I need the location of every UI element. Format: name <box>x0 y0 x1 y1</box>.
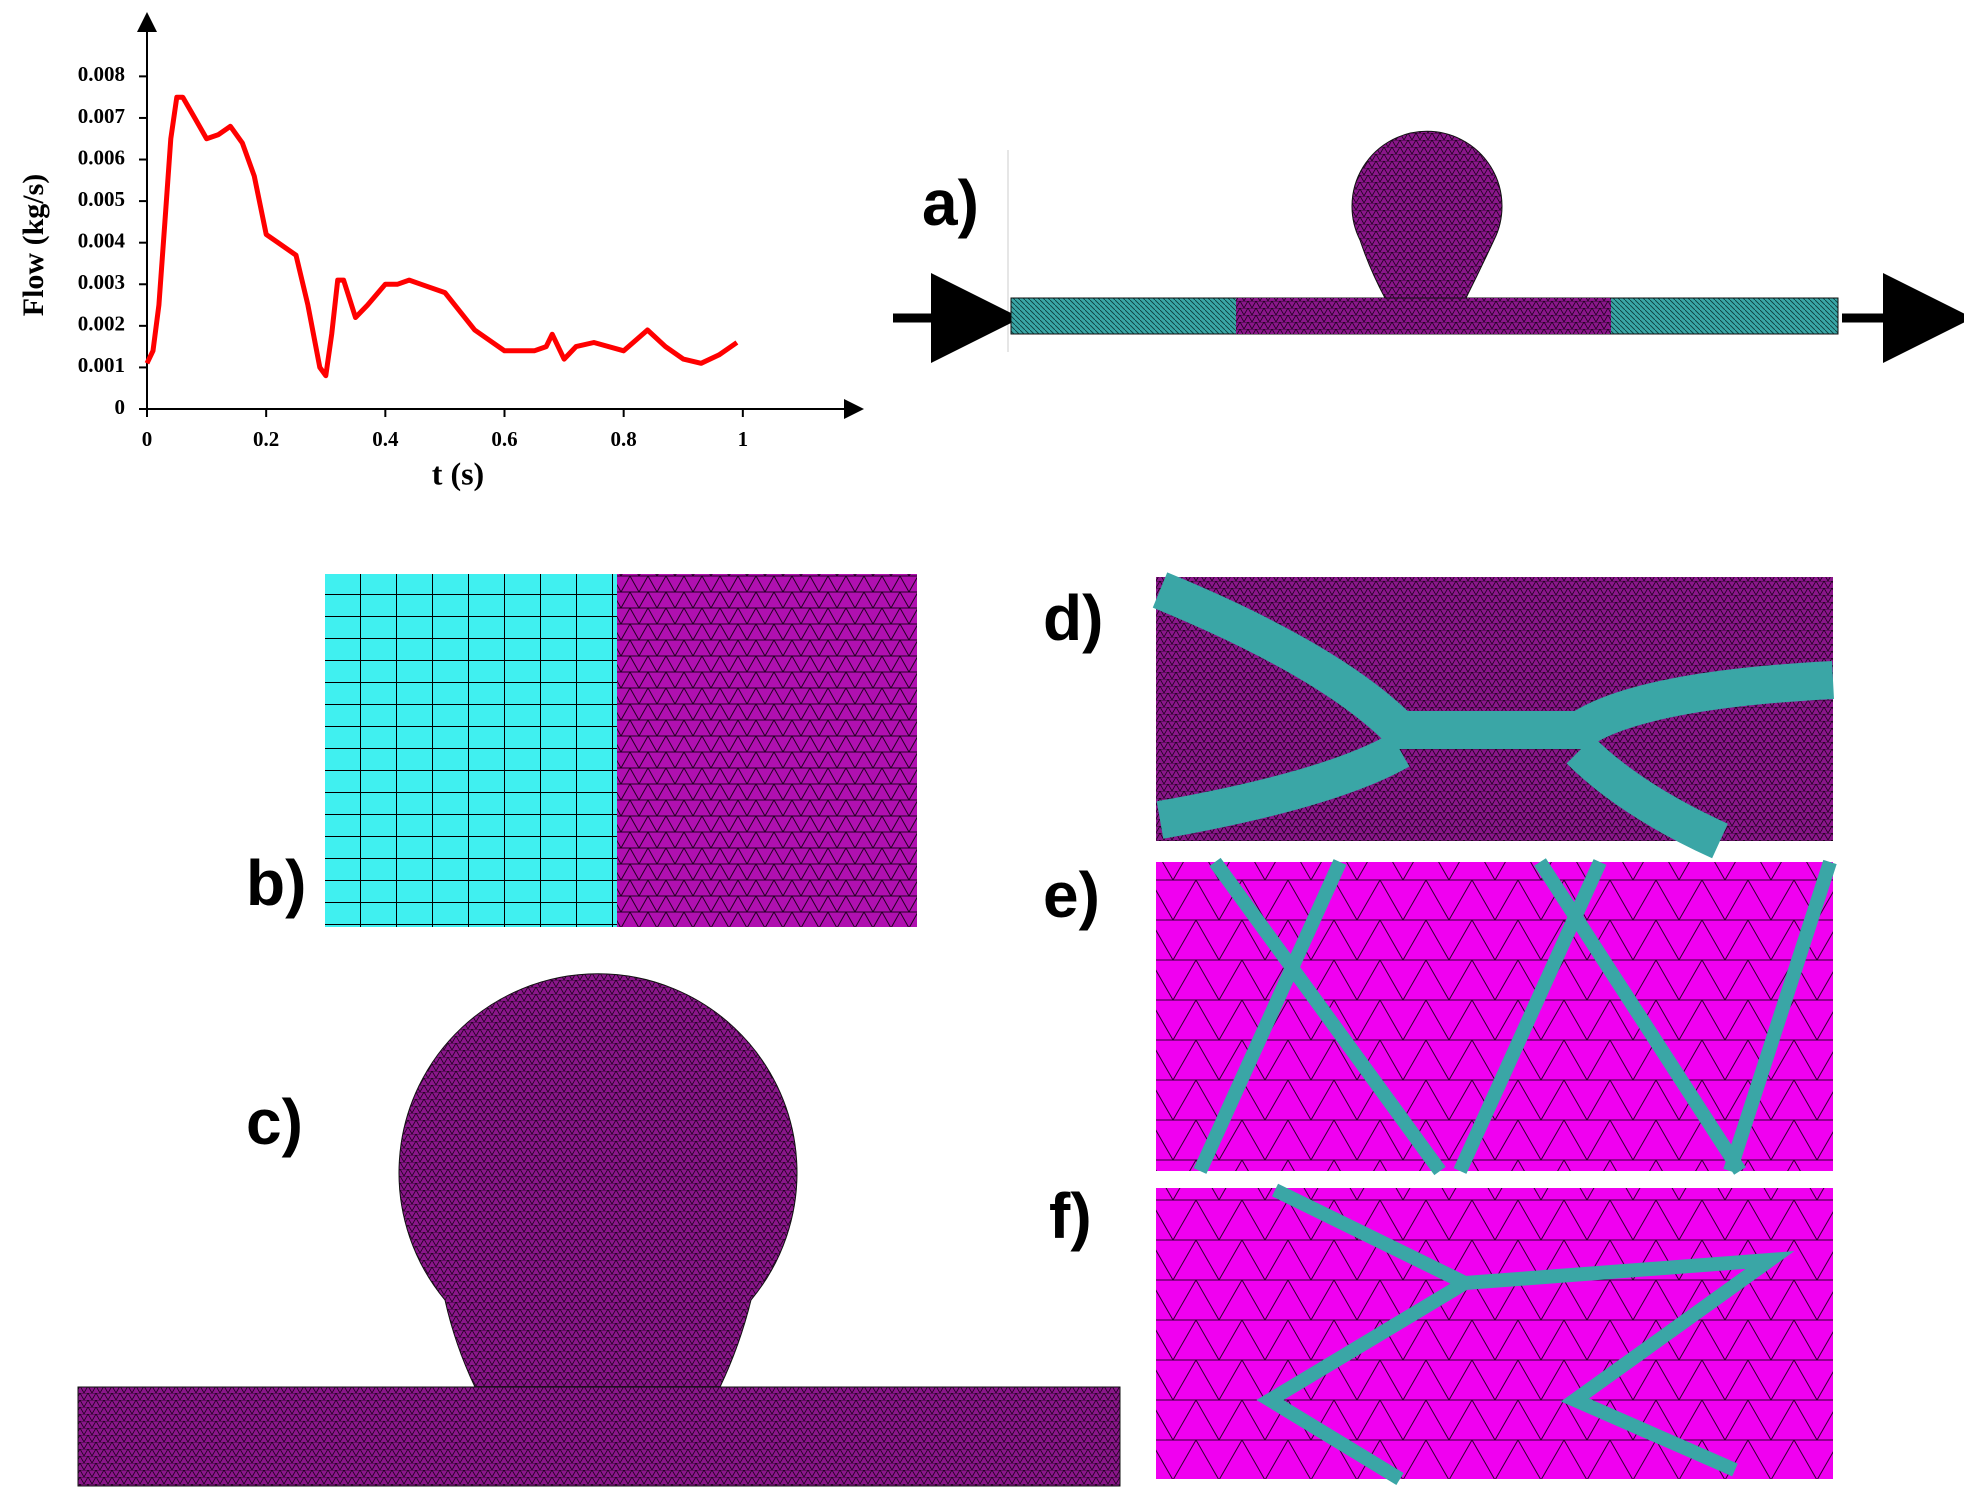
panel-c: c) <box>77 973 1121 1487</box>
x-tick-label: 0.6 <box>491 427 517 451</box>
y-tick-label: 0.001 <box>78 353 125 377</box>
panel-e: e) <box>1043 857 1837 1176</box>
flow-chart: t (s) Flow (kg/s) 0 0.2 0.4 0.6 0.8 1 0 0.001 0.… <box>17 12 864 491</box>
panel-a: a) <box>893 130 1964 363</box>
y-tick-label: 0.002 <box>78 312 125 336</box>
y-tick-label: 0.007 <box>78 104 125 128</box>
wall-mesh <box>1156 1188 1833 1479</box>
x-tick-label: 0.4 <box>372 427 399 451</box>
panel-label: f) <box>1049 1180 1092 1252</box>
panel-label: c) <box>246 1086 303 1158</box>
y-tick-label: 0 <box>115 395 126 419</box>
hex-mesh <box>325 574 617 927</box>
panel-b: b) <box>246 574 917 927</box>
x-tick-label: 1 <box>738 427 749 451</box>
panel-label: d) <box>1043 582 1103 654</box>
stent-strut <box>1256 1183 1795 1485</box>
tet-mesh <box>617 574 917 927</box>
panel-label: a) <box>922 167 979 239</box>
stent-strut <box>1152 572 1834 859</box>
y-axis-label: Flow (kg/s) <box>17 174 50 317</box>
vessel-mid <box>1236 298 1611 334</box>
y-tick-label: 0.003 <box>78 270 125 294</box>
y-tick-label: 0.005 <box>78 187 125 211</box>
aneurysm <box>1351 130 1503 299</box>
panel-label: e) <box>1043 859 1100 931</box>
panel-d: d) <box>1043 572 1834 859</box>
x-axis-label: t (s) <box>432 455 484 491</box>
y-tick-label: 0.008 <box>78 62 125 86</box>
y-tick-label: 0.004 <box>78 228 126 252</box>
vessel <box>77 1386 1121 1487</box>
x-tick-label: 0.8 <box>611 427 637 451</box>
panel-label: b) <box>246 847 306 919</box>
x-tick-label: 0.2 <box>253 427 279 451</box>
x-tick-label: 0 <box>142 427 153 451</box>
y-tick-label: 0.006 <box>78 145 125 169</box>
flow-line <box>144 94 739 379</box>
wall-mesh <box>1156 862 1833 1171</box>
stent-strut <box>1193 857 1837 1176</box>
panel-f: f) <box>1049 1180 1833 1485</box>
aneurysm <box>398 973 798 1388</box>
